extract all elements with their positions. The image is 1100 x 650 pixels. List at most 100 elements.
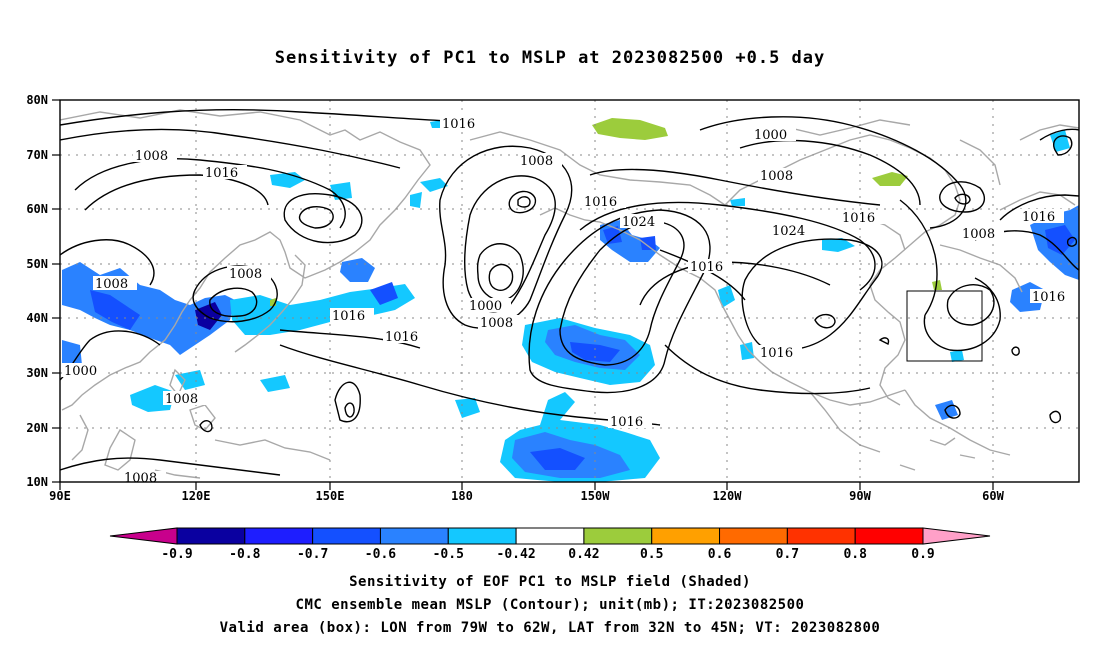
contour-label: 1016 [760,346,793,361]
shade-patch [640,236,656,250]
lat-label: 20N [26,421,48,435]
colorbar-max-triangle [922,527,991,545]
lon-label: 60W [982,489,1004,503]
colorbar-box [786,527,856,545]
mslp-contours [60,108,1079,476]
contour-label: 1008 [480,316,513,331]
contour-label: 1016 [385,330,418,345]
colorbar-tick-label: -0.8 [229,547,260,562]
map-frame [59,99,1080,483]
colorbar-tick-label: 0.7 [776,547,799,562]
lon-label: 150W [581,489,611,503]
contour-label: 1000 [754,128,787,143]
lon-label: 90E [49,489,71,503]
shade-patch [530,448,585,470]
shade-patch [230,284,415,335]
lat-label: 40N [26,311,48,325]
latitude-labels: 80N 70N 60N 50N 40N 30N 20N 10N [26,93,48,489]
colorbar-box [583,527,653,545]
lon-label: 180 [451,489,473,503]
shade-patch [420,178,448,192]
caption-line-2: CMC ensemble mean MSLP (Contour); unit(m… [295,597,805,613]
contour-label: 1016 [1022,210,1055,225]
lon-label: 120W [713,489,743,503]
shade-patch [90,290,140,330]
shade-patch [410,192,422,208]
map-title: Sensitivity of PC1 to MSLP at 2023082500… [274,48,826,68]
colorbar-min-triangle [109,527,178,545]
colorbar-tick-label: -0.5 [433,547,464,562]
colorbar-box [854,527,924,545]
colorbar-tick-label: 0.5 [640,547,663,562]
lat-label: 80N [26,93,48,107]
shade-patch [950,350,964,362]
colorbar-tick-label: -0.6 [365,547,396,562]
contour-label: 1016 [332,309,365,324]
contour-label: 1024 [772,224,805,239]
contour-label: 1016 [205,166,238,181]
contour-label: 1008 [760,169,793,184]
contour-label: 1016 [842,211,875,226]
colorbar-box [719,527,788,545]
shade-patch [195,302,222,330]
shade-patch [740,342,754,360]
contour-label: 1008 [165,392,198,407]
contour-label: 1008 [229,267,262,282]
lon-label: 120E [182,489,211,503]
colorbar-box [176,527,246,545]
shade-patch [730,198,745,206]
colorbar-box [651,527,721,545]
contour-label: 1016 [690,260,723,275]
shade-patch-positive [592,118,668,140]
lat-label: 70N [26,148,48,162]
colorbar-box [244,527,314,545]
axis-ticks [52,99,994,490]
shade-patch [603,226,622,244]
shade-patch [822,238,855,252]
longitude-labels: 90E 120E 150E 180 150W 120W 90W 60W [49,489,1004,503]
shade-patch [430,120,442,128]
caption-line-3: Valid area (box): LON from 79W to 62W, L… [219,620,881,636]
lon-label: 150E [316,489,345,503]
colorbar-tick-label: 0.9 [911,547,934,562]
shade-patch [718,285,735,308]
contour-label: 1024 [622,215,655,230]
colorbar-box [379,527,449,545]
colorbar-tick-label: -0.42 [497,547,536,562]
contour-label: 1008 [124,471,157,486]
contour-label: 1016 [584,195,617,210]
shade-patch [455,398,480,418]
lat-label: 30N [26,366,48,380]
shade-patch-positive [872,172,908,186]
colorbar: -0.9 -0.8 -0.7 -0.6 -0.5 -0.42 0.42 0.5 0.6 0.7 0.… [109,527,991,562]
shade-patch [1045,225,1075,255]
caption-line-1: Sensitivity of EOF PC1 to MSLP field (Sh… [349,574,751,590]
colorbar-tick-label: -0.9 [161,547,192,562]
valid-area-box [906,290,983,362]
contour-label: 1000 [64,364,97,379]
grid-lines [60,100,1079,482]
contour-label: 1016 [610,415,643,430]
colorbar-tick-label: 0.8 [843,547,867,562]
colorbar-box [312,527,381,545]
colorbar-tick-label: 0.42 [568,547,599,562]
contour-label: 1016 [442,117,475,132]
colorbar-tick-label: 0.6 [708,547,732,562]
contour-label: 1008 [962,227,995,242]
lat-label: 60N [26,202,48,216]
shade-patch [370,282,398,305]
contour-label: 1000 [469,299,502,314]
contour-label: 1008 [520,154,553,169]
lat-label: 10N [26,475,48,489]
contour-label: 1008 [135,149,168,164]
contour-label: 1016 [1032,290,1065,305]
colorbar-box [447,527,517,545]
lat-label: 50N [26,257,48,271]
colorbar-box [515,527,585,545]
shade-patch [570,342,620,362]
lon-label: 90W [849,489,871,503]
contour-labels: 1016 1008 1016 1008 1008 1000 1008 1016 … [62,116,1074,486]
shade-patch [260,375,290,392]
colorbar-tick-label: -0.7 [297,547,328,562]
